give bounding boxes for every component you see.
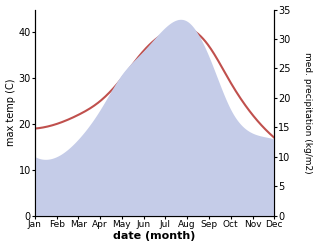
Y-axis label: med. precipitation (kg/m2): med. precipitation (kg/m2): [303, 52, 313, 173]
Y-axis label: max temp (C): max temp (C): [5, 79, 16, 146]
X-axis label: date (month): date (month): [114, 231, 196, 242]
